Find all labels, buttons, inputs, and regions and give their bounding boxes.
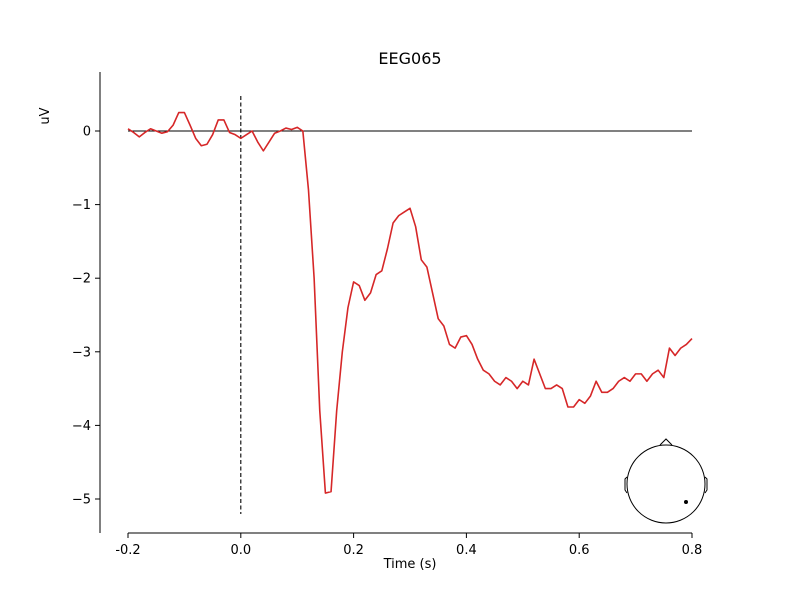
y-ticks: 0 −1 −2 −3 −4 −5 [72,125,100,508]
x-tick-label: -0.2 [115,543,140,558]
series-line [127,111,693,494]
y-tick-label: −3 [72,345,91,360]
x-tick-label: 0.4 [456,543,477,558]
x-axis-label: Time (s) [383,557,437,572]
y-tick-label: −4 [72,419,91,434]
sensor-dot [684,500,688,504]
x-ticks: -0.2 0.0 0.2 0.4 0.6 0.8 [115,533,702,558]
x-tick-label: 0.0 [230,543,251,558]
y-tick-label: 0 [83,125,91,140]
sensor-layout-inset [624,438,708,524]
head-nose [659,438,673,446]
plot-area [127,96,693,514]
x-tick-label: 0.2 [343,543,364,558]
head-outline [626,444,706,524]
head-left-ear [624,476,628,494]
y-tick-label: −5 [72,493,91,508]
y-tick-label: −1 [72,198,91,213]
chart-title: EEG065 [378,49,441,68]
x-tick-label: 0.8 [682,543,703,558]
y-tick-label: −2 [72,272,91,287]
x-tick-label: 0.6 [569,543,590,558]
head-right-ear [704,476,708,494]
y-axis-label: uV [38,107,53,124]
